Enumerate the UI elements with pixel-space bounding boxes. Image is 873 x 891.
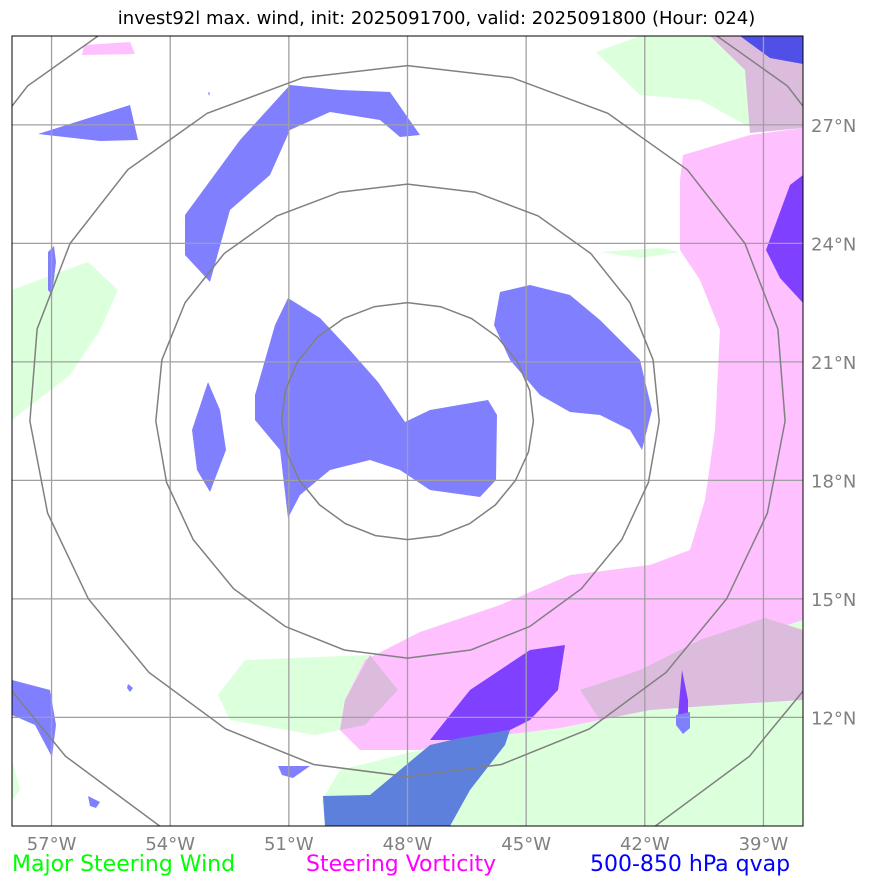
graticule: [12, 36, 803, 826]
lat-tick-label: 12°N: [811, 708, 856, 729]
qvap-area: [323, 730, 510, 826]
range-ring: [280, 301, 535, 541]
vorticity-area: [340, 128, 803, 750]
lon-tick-label: 42°W: [620, 834, 670, 855]
qvap-area: [740, 36, 803, 64]
lat-tick-labels: 12°N 15°N 18°N 21°N 24°N 27°N: [811, 116, 856, 730]
lat-tick-label: 24°N: [811, 234, 856, 255]
lat-tick-label: 21°N: [811, 353, 856, 374]
lat-tick-label: 27°N: [811, 116, 856, 137]
qvap-area: [278, 766, 310, 778]
map-frame: [11, 35, 804, 827]
qvap-area: [88, 796, 100, 808]
lon-tick-label: 51°W: [264, 834, 314, 855]
lon-tick-label: 48°W: [383, 834, 433, 855]
legend-steering-wind: Major Steering Wind: [12, 852, 236, 877]
vorticity-area: [82, 42, 135, 55]
wind-area: [596, 36, 755, 130]
lon-tick-label: 57°W: [27, 834, 77, 855]
qvap-area: [678, 670, 688, 715]
qvap-area: [208, 92, 210, 96]
legend-steering-vorticity: Steering Vorticity: [306, 852, 497, 877]
wind-area: [600, 248, 680, 258]
steering-vorticity-layer: [82, 36, 803, 750]
overlap-area: [340, 655, 398, 730]
qvap-area: [38, 105, 138, 141]
legend-qvap: 500-850 hPa qvap: [590, 852, 791, 877]
qvap-area: [185, 85, 420, 282]
qvap-layer: [12, 36, 803, 826]
qvap-area: [127, 684, 133, 692]
lat-tick-label: 15°N: [811, 590, 856, 611]
range-ring: [155, 183, 660, 659]
map-title: invest92l max. wind, init: 2025091700, v…: [117, 8, 756, 29]
qvap-area: [494, 285, 652, 450]
wind-area: [12, 262, 118, 420]
wind-area: [12, 760, 20, 800]
lat-tick-label: 18°N: [811, 471, 856, 492]
qvap-area: [430, 645, 565, 740]
qvap-area: [255, 298, 497, 518]
range-ring: [29, 64, 786, 778]
lon-tick-label: 54°W: [145, 834, 195, 855]
lon-tick-label: 45°W: [501, 834, 551, 855]
lon-tick-labels: 57°W 54°W 51°W 48°W 45°W 42°W 39°W: [27, 834, 789, 855]
qvap-area: [766, 175, 803, 303]
qvap-area: [192, 382, 226, 492]
overlap-area: [710, 36, 803, 133]
lon-tick-label: 39°W: [739, 834, 789, 855]
